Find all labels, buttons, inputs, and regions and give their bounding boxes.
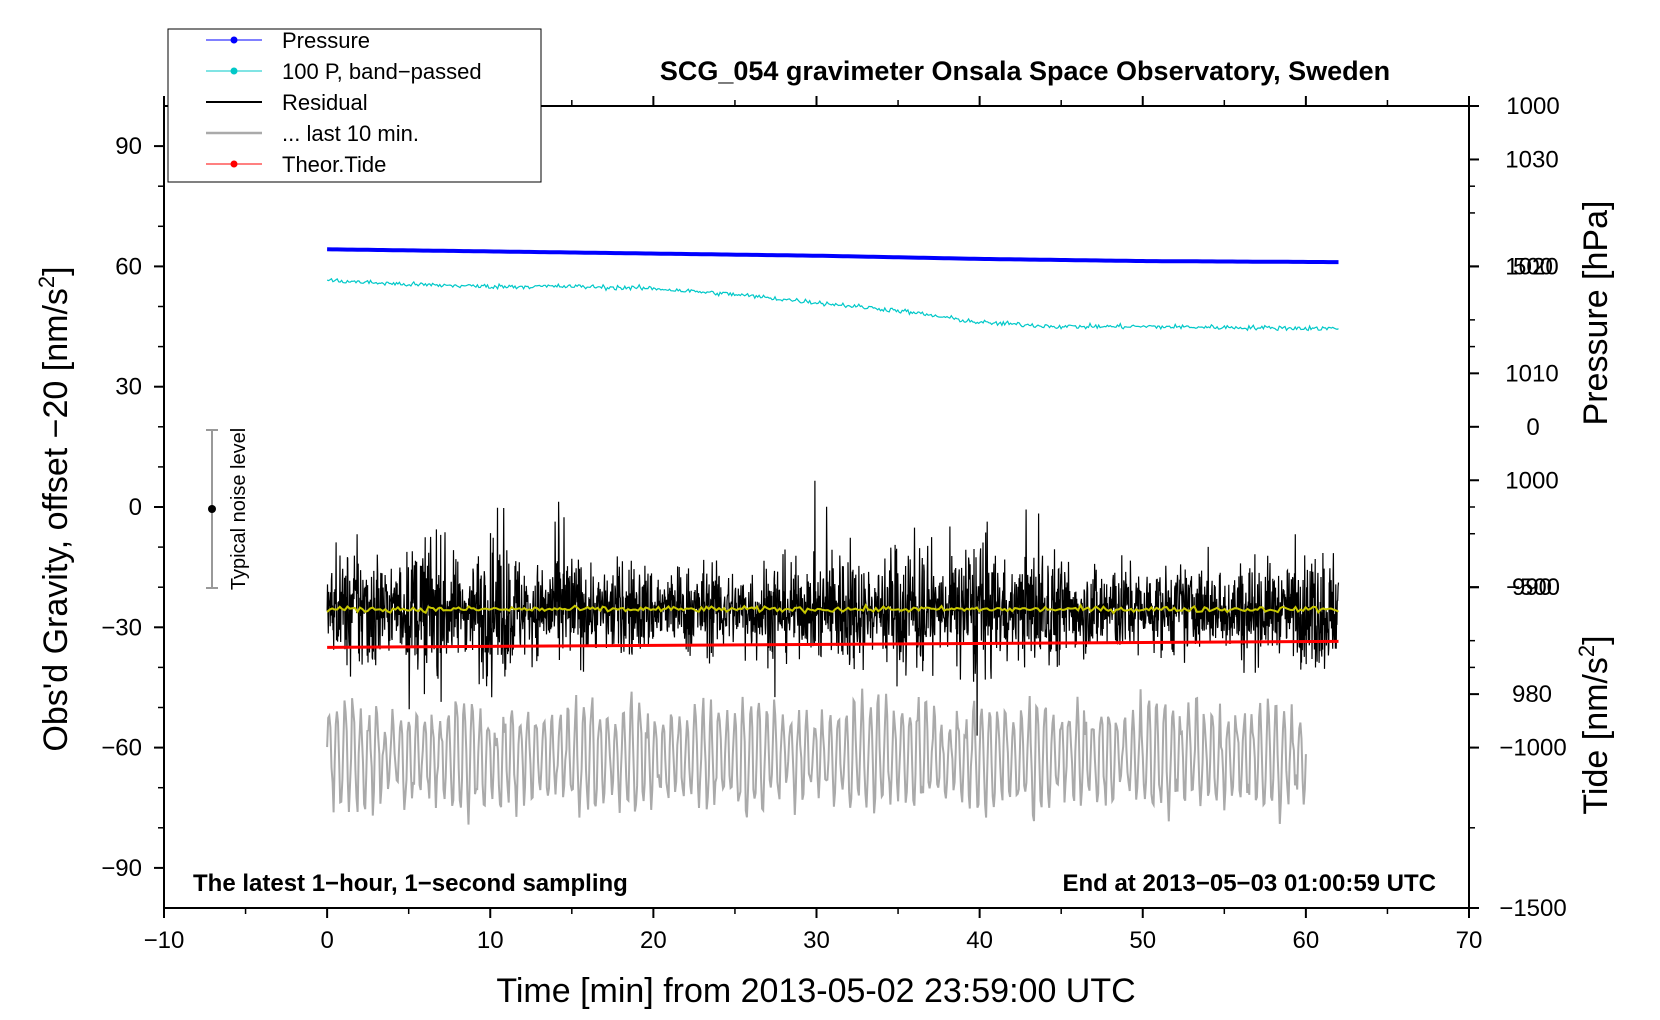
x-tick-label-6: 50: [1129, 927, 1156, 954]
y-axis-label-left-main: Obs'd Gravity, offset −20 [nm/s: [37, 288, 75, 751]
tide-tick-label-5: −1500: [1499, 895, 1566, 922]
y-tick-label-2: 30: [115, 374, 142, 401]
tide-tick-label-2: 0: [1526, 414, 1539, 441]
y-axis-label-tide-end: ]: [1577, 635, 1615, 644]
x-tick-label-7: 60: [1293, 927, 1320, 954]
y-tick-label-3: 0: [129, 494, 142, 521]
legend: Pressure 100 P, band−passed Residual ... la…: [167, 28, 542, 183]
tide-tick-label-4: −1000: [1499, 735, 1566, 762]
x-axis-label: Time [min] from 2013-05-02 23:59:00 UTC: [496, 972, 1135, 1010]
series-residual-line: [326, 480, 1340, 736]
tide-tick-label-3: −500: [1506, 574, 1560, 601]
series-layer: [326, 247, 1340, 825]
pressure-tick-label-4: 990: [1512, 574, 1552, 601]
legend-label-1: 100 P, band−passed: [282, 59, 482, 84]
pressure-tick-label-3: 1000: [1505, 467, 1558, 494]
y-tick-label-5: −60: [101, 735, 142, 762]
noise-bar: Typical noise level: [206, 428, 250, 590]
annotation-bottom-right: End at 2013−05−03 01:00:59 UTC: [1062, 870, 1436, 897]
series-last-10-min-line: [326, 688, 1307, 825]
x-tick-label-0: −10: [144, 927, 185, 954]
x-tick-label-8: 70: [1456, 927, 1483, 954]
legend-items: Pressure 100 P, band−passed Residual ... la…: [206, 28, 482, 177]
tide-tick-label-1: 500: [1513, 253, 1553, 280]
legend-marker-4: [230, 160, 238, 168]
y-axis-label-left-sup: 2: [34, 276, 59, 288]
y-tick-label-6: −90: [101, 855, 142, 882]
y-axis-label-left: Obs'd Gravity, offset −20 [nm/s2]: [34, 266, 75, 751]
series-pressure-line: [327, 247, 1339, 265]
series-residual-mean-line: [326, 603, 1339, 615]
legend-box: [167, 28, 542, 183]
x-tick-label-2: 10: [477, 927, 504, 954]
pressure-tick-label-2: 1010: [1505, 360, 1558, 387]
legend-label-0: Pressure: [282, 28, 370, 53]
y-axis-label-tide: Tide [nm/s2]: [1574, 635, 1615, 814]
x-tick-label-5: 40: [966, 927, 993, 954]
axes-layer: −10 0 10 20 30 40 50 60 709060300−30−60−90103010…: [101, 93, 1566, 954]
x-tick-label-4: 30: [803, 927, 830, 954]
legend-label-3: ... last 10 min.: [282, 121, 419, 146]
legend-marker-1: [230, 67, 238, 75]
noise-bar-center: [208, 505, 216, 513]
y-tick-label-0: 90: [115, 133, 142, 160]
legend-label-2: Residual: [282, 90, 368, 115]
series-bandpassed-pressure-line: [326, 277, 1339, 332]
series-theor-tide-line: [327, 639, 1339, 649]
noise-label: Typical noise level: [228, 428, 250, 590]
tide-tick-label-0: 1000: [1506, 93, 1559, 120]
y-tick-label-1: 60: [115, 253, 142, 280]
pressure-tick-label-5: 980: [1512, 681, 1552, 708]
pressure-tick-label-1: 1020: [1505, 253, 1558, 280]
pressure-tick-label-0: 1030: [1505, 146, 1558, 173]
legend-marker-0: [230, 36, 238, 44]
y-axis-label-left-end: ]: [37, 266, 75, 275]
y-axis-label-pressure: Pressure [hPa]: [1577, 201, 1615, 426]
y-axis-label-tide-main: Tide [nm/s: [1577, 657, 1615, 814]
annotation-bottom-left: The latest 1−hour, 1−second sampling: [193, 870, 628, 897]
x-tick-label-1: 0: [320, 927, 333, 954]
y-axis-label-tide-sup: 2: [1574, 645, 1599, 657]
x-tick-label-3: 20: [640, 927, 667, 954]
legend-label-4: Theor.Tide: [282, 152, 386, 177]
y-tick-label-4: −30: [101, 614, 142, 641]
chart-title: SCG_054 gravimeter Onsala Space Observat…: [660, 56, 1390, 86]
